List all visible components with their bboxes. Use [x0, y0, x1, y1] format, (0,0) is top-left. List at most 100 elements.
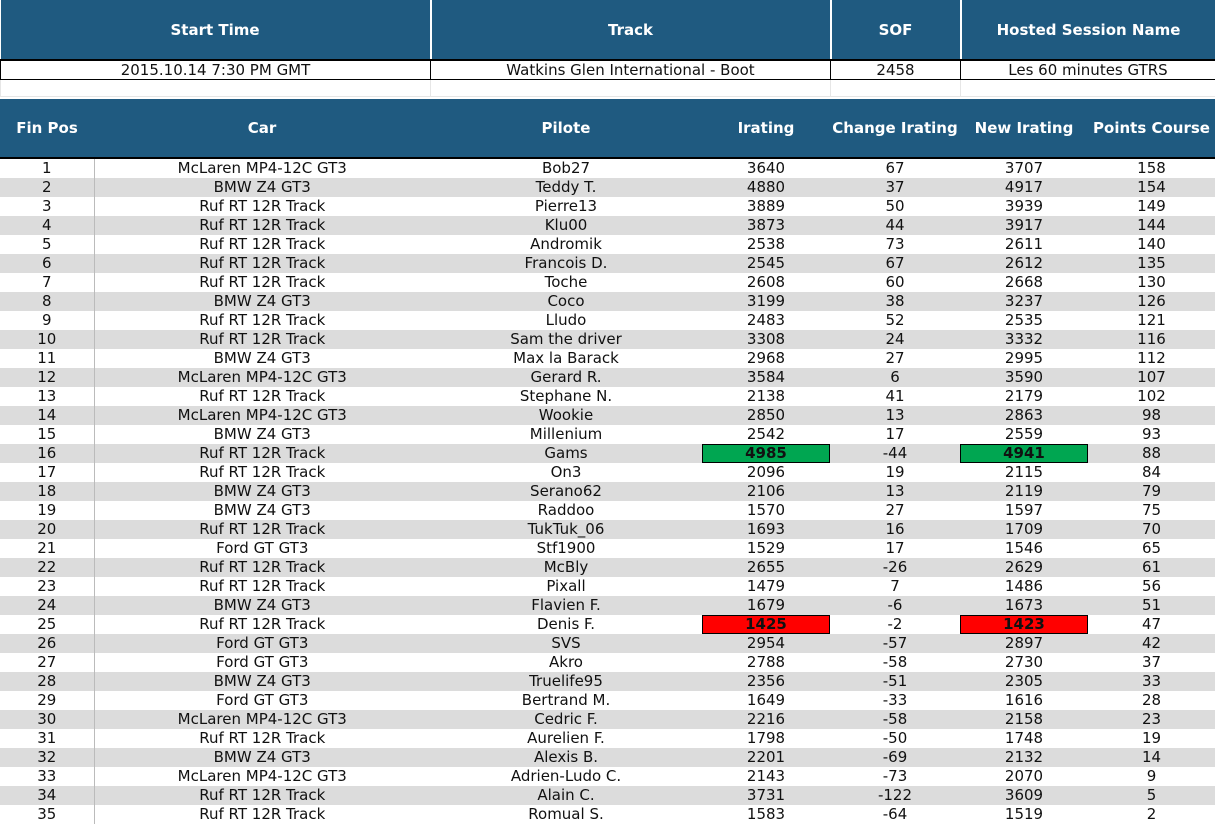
- header-points-course: Points Course: [1088, 99, 1215, 159]
- pilote-cell: Stf1900: [430, 539, 702, 558]
- change-irating-cell: 27: [830, 501, 960, 520]
- header-session-name: Hosted Session Name: [960, 0, 1215, 61]
- pilote-cell: Romual S.: [430, 805, 702, 824]
- fin-pos-cell: 28: [0, 672, 95, 691]
- change-irating-cell: 67: [830, 254, 960, 273]
- change-irating-cell: 13: [830, 482, 960, 501]
- points-course-cell: 33: [1088, 672, 1215, 691]
- pilote-cell: Gerard R.: [430, 368, 702, 387]
- points-course-cell: 144: [1088, 216, 1215, 235]
- fin-pos-cell: 7: [0, 273, 95, 292]
- fin-pos-cell: 13: [0, 387, 95, 406]
- irating-cell: 2106: [702, 482, 830, 501]
- fin-pos-cell: 26: [0, 634, 95, 653]
- pilote-cell: Alain C.: [430, 786, 702, 805]
- table-row: 8 BMW Z4 GT3 Coco 3199 38 3237 126: [0, 292, 1215, 311]
- new-irating-cell: 2158: [960, 710, 1088, 729]
- points-course-cell: 102: [1088, 387, 1215, 406]
- irating-cell: 4985: [702, 444, 830, 463]
- change-irating-cell: -2: [830, 615, 960, 634]
- points-course-cell: 19: [1088, 729, 1215, 748]
- new-irating-cell: 3707: [960, 158, 1088, 178]
- pilote-cell: Coco: [430, 292, 702, 311]
- car-cell: Ford GT GT3: [94, 653, 430, 672]
- change-irating-cell: 60: [830, 273, 960, 292]
- results-table: Fin Pos Car Pilote Irating Change Iratin…: [0, 99, 1215, 824]
- points-course-cell: 126: [1088, 292, 1215, 311]
- fin-pos-cell: 5: [0, 235, 95, 254]
- points-course-cell: 51: [1088, 596, 1215, 615]
- irating-cell: 1798: [702, 729, 830, 748]
- points-course-cell: 154: [1088, 178, 1215, 197]
- fin-pos-cell: 24: [0, 596, 95, 615]
- fin-pos-cell: 2: [0, 178, 95, 197]
- fin-pos-cell: 11: [0, 349, 95, 368]
- table-row: 25 Ruf RT 12R Track Denis F. 1425 -2 1423 47: [0, 615, 1215, 634]
- new-irating-cell: 1673: [960, 596, 1088, 615]
- table-row: 26 Ford GT GT3 SVS 2954 -57 2897 42: [0, 634, 1215, 653]
- irating-cell: 2850: [702, 406, 830, 425]
- header-track: Track: [430, 0, 832, 61]
- table-row: 27 Ford GT GT3 Akro 2788 -58 2730 37: [0, 653, 1215, 672]
- fin-pos-cell: 23: [0, 577, 95, 596]
- new-irating-cell: 2629: [960, 558, 1088, 577]
- new-irating-cell: 2535: [960, 311, 1088, 330]
- car-cell: Ford GT GT3: [94, 539, 430, 558]
- table-row: 14 McLaren MP4-12C GT3 Wookie 2850 13 2863 98: [0, 406, 1215, 425]
- car-cell: Ruf RT 12R Track: [94, 387, 430, 406]
- car-cell: Ford GT GT3: [94, 691, 430, 710]
- pilote-cell: Pierre13: [430, 197, 702, 216]
- irating-cell: 1583: [702, 805, 830, 824]
- pilote-cell: Raddoo: [430, 501, 702, 520]
- new-irating-cell: 1546: [960, 539, 1088, 558]
- change-irating-cell: 13: [830, 406, 960, 425]
- fin-pos-cell: 10: [0, 330, 95, 349]
- pilote-cell: Bertrand M.: [430, 691, 702, 710]
- table-row: 2 BMW Z4 GT3 Teddy T. 4880 37 4917 154: [0, 178, 1215, 197]
- fin-pos-cell: 6: [0, 254, 95, 273]
- points-course-cell: 130: [1088, 273, 1215, 292]
- change-irating-cell: 73: [830, 235, 960, 254]
- change-irating-cell: -69: [830, 748, 960, 767]
- pilote-cell: Teddy T.: [430, 178, 702, 197]
- session-header-row: Start Time Track SOF Hosted Session Name: [0, 0, 1215, 61]
- new-irating-cell: 1486: [960, 577, 1088, 596]
- new-irating-cell: 3590: [960, 368, 1088, 387]
- irating-cell: 3640: [702, 158, 830, 178]
- new-irating-cell: 2119: [960, 482, 1088, 501]
- table-row: 4 Ruf RT 12R Track Klu00 3873 44 3917 144: [0, 216, 1215, 235]
- session-values-row: 2015.10.14 7:30 PM GMT Watkins Glen Inte…: [0, 60, 1215, 80]
- irating-cell: 2608: [702, 273, 830, 292]
- car-cell: Ruf RT 12R Track: [94, 558, 430, 577]
- pilote-cell: Pixall: [430, 577, 702, 596]
- points-course-cell: 2: [1088, 805, 1215, 824]
- car-cell: Ford GT GT3: [94, 634, 430, 653]
- irating-cell: 1529: [702, 539, 830, 558]
- fin-pos-cell: 35: [0, 805, 95, 824]
- irating-cell: 3199: [702, 292, 830, 311]
- change-irating-cell: 17: [830, 539, 960, 558]
- points-course-cell: 9: [1088, 767, 1215, 786]
- points-course-cell: 116: [1088, 330, 1215, 349]
- session-name-value: Les 60 minutes GTRS: [960, 60, 1215, 80]
- irating-cell: 3308: [702, 330, 830, 349]
- fin-pos-cell: 29: [0, 691, 95, 710]
- fin-pos-cell: 20: [0, 520, 95, 539]
- irating-cell: 4880: [702, 178, 830, 197]
- pilote-cell: Lludo: [430, 311, 702, 330]
- car-cell: BMW Z4 GT3: [94, 748, 430, 767]
- irating-cell: 2954: [702, 634, 830, 653]
- irating-cell: 2788: [702, 653, 830, 672]
- new-irating-cell: 3237: [960, 292, 1088, 311]
- table-row: 23 Ruf RT 12R Track Pixall 1479 7 1486 56: [0, 577, 1215, 596]
- fin-pos-cell: 15: [0, 425, 95, 444]
- points-course-cell: 98: [1088, 406, 1215, 425]
- points-course-cell: 61: [1088, 558, 1215, 577]
- new-irating-cell: 2115: [960, 463, 1088, 482]
- change-irating-cell: -33: [830, 691, 960, 710]
- fin-pos-cell: 34: [0, 786, 95, 805]
- new-irating-cell: 1616: [960, 691, 1088, 710]
- table-row: 20 Ruf RT 12R Track TukTuk_06 1693 16 1709 70: [0, 520, 1215, 539]
- table-row: 11 BMW Z4 GT3 Max la Barack 2968 27 2995 112: [0, 349, 1215, 368]
- car-cell: Ruf RT 12R Track: [94, 577, 430, 596]
